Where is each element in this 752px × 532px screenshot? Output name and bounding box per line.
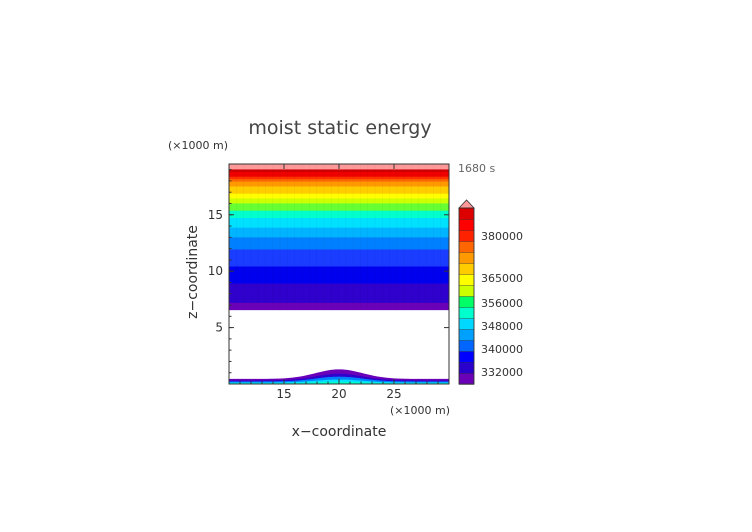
colorbar-band bbox=[458, 361, 475, 374]
field-band bbox=[229, 185, 449, 189]
field-band bbox=[229, 193, 449, 197]
field-band bbox=[229, 251, 449, 255]
field-band bbox=[229, 229, 449, 233]
colorbar-extend-arrow bbox=[458, 199, 475, 209]
field-band bbox=[229, 253, 449, 257]
colorbar-band bbox=[458, 273, 475, 286]
field-band bbox=[229, 217, 449, 221]
colorbar-tick-label: 365000 bbox=[481, 272, 523, 285]
colorbar-band bbox=[458, 295, 475, 308]
field-band bbox=[229, 183, 449, 187]
field-band bbox=[229, 241, 449, 245]
y-tick-label: 10 bbox=[208, 264, 223, 278]
field-band bbox=[229, 180, 449, 185]
field-band bbox=[229, 270, 449, 274]
y-tick-label: 5 bbox=[215, 321, 223, 335]
y-unit-label: (×1000 m) bbox=[168, 139, 228, 152]
field-band bbox=[229, 265, 449, 269]
colorbar-frame bbox=[458, 207, 475, 385]
field-band bbox=[229, 197, 449, 201]
y-tick-label: 15 bbox=[208, 208, 223, 222]
colorbar: 332000 340000 348000 356000 365000 380000 bbox=[458, 199, 523, 385]
field-band bbox=[229, 207, 449, 211]
field-band bbox=[229, 268, 449, 272]
field-band bbox=[229, 263, 449, 267]
x-unit-label: (×1000 m) bbox=[390, 404, 450, 417]
field-band bbox=[229, 258, 449, 262]
colorbar-band bbox=[458, 306, 475, 319]
field-band bbox=[229, 227, 449, 231]
field-band bbox=[229, 256, 449, 260]
y-axis-label: z−coordinate bbox=[185, 225, 201, 319]
field-band bbox=[229, 202, 449, 206]
field-band bbox=[229, 280, 449, 284]
colorbar-tick-label: 340000 bbox=[481, 343, 523, 356]
field-band bbox=[229, 261, 449, 265]
colorbar-band bbox=[458, 284, 475, 297]
field-band bbox=[229, 299, 449, 303]
field-band bbox=[229, 219, 449, 223]
field-band bbox=[229, 205, 449, 209]
x-tick-label: 20 bbox=[331, 387, 346, 401]
field-band bbox=[229, 292, 449, 296]
field-band bbox=[229, 231, 449, 235]
colorbar-tick-label: 348000 bbox=[481, 320, 523, 333]
colorbar-band bbox=[458, 350, 475, 363]
field-band bbox=[229, 222, 449, 226]
colorbar-band bbox=[458, 207, 475, 220]
colorbar-tick-label: 332000 bbox=[481, 366, 523, 379]
field-band bbox=[229, 224, 449, 228]
field-band bbox=[229, 294, 449, 299]
field-band bbox=[229, 171, 449, 175]
colorbar-tick-label: 356000 bbox=[481, 297, 523, 310]
field-band bbox=[229, 190, 449, 194]
field-band bbox=[229, 168, 449, 172]
field-band bbox=[229, 188, 449, 192]
field-band bbox=[229, 278, 449, 282]
field-band bbox=[229, 290, 449, 294]
field-band bbox=[229, 307, 449, 311]
colorbar-band bbox=[458, 339, 475, 352]
chart-title: moist static energy bbox=[248, 117, 431, 139]
x-tick-label: 25 bbox=[386, 387, 401, 401]
field-band bbox=[229, 200, 449, 204]
field-band bbox=[229, 234, 449, 238]
field-band bbox=[229, 282, 449, 286]
colorbar-band bbox=[458, 317, 475, 330]
field-band bbox=[229, 236, 449, 240]
x-tick-label: 15 bbox=[276, 387, 291, 401]
plot-area bbox=[228, 164, 449, 384]
field-band bbox=[229, 212, 449, 216]
time-label: 1680 s bbox=[458, 162, 495, 175]
field-band bbox=[229, 239, 449, 243]
colorbar-band bbox=[458, 240, 475, 253]
field-band bbox=[229, 273, 449, 277]
axes: 15 20 25 5 10 15 bbox=[208, 163, 450, 401]
colorbar-band bbox=[458, 251, 475, 264]
colorbar-tick-label: 380000 bbox=[481, 230, 523, 243]
field-band bbox=[229, 195, 449, 199]
x-axis-label: x−coordinate bbox=[292, 424, 387, 440]
field-band bbox=[229, 173, 449, 177]
colorbar-band bbox=[458, 372, 475, 385]
field-band bbox=[229, 304, 449, 308]
field-band bbox=[229, 285, 449, 289]
colorbar-band bbox=[458, 218, 475, 231]
field-band bbox=[229, 275, 449, 279]
colorbar-band bbox=[458, 328, 475, 341]
field-band bbox=[229, 246, 449, 250]
field-band bbox=[229, 302, 449, 306]
colorbar-band bbox=[458, 262, 475, 275]
field-band bbox=[229, 287, 449, 291]
field-band bbox=[229, 214, 449, 218]
field-band bbox=[229, 297, 449, 301]
field-band bbox=[229, 210, 449, 214]
field-band bbox=[229, 244, 449, 248]
colorbar-band bbox=[458, 229, 475, 242]
field-band bbox=[229, 248, 449, 252]
field-band bbox=[229, 178, 449, 182]
field-band bbox=[229, 176, 449, 180]
